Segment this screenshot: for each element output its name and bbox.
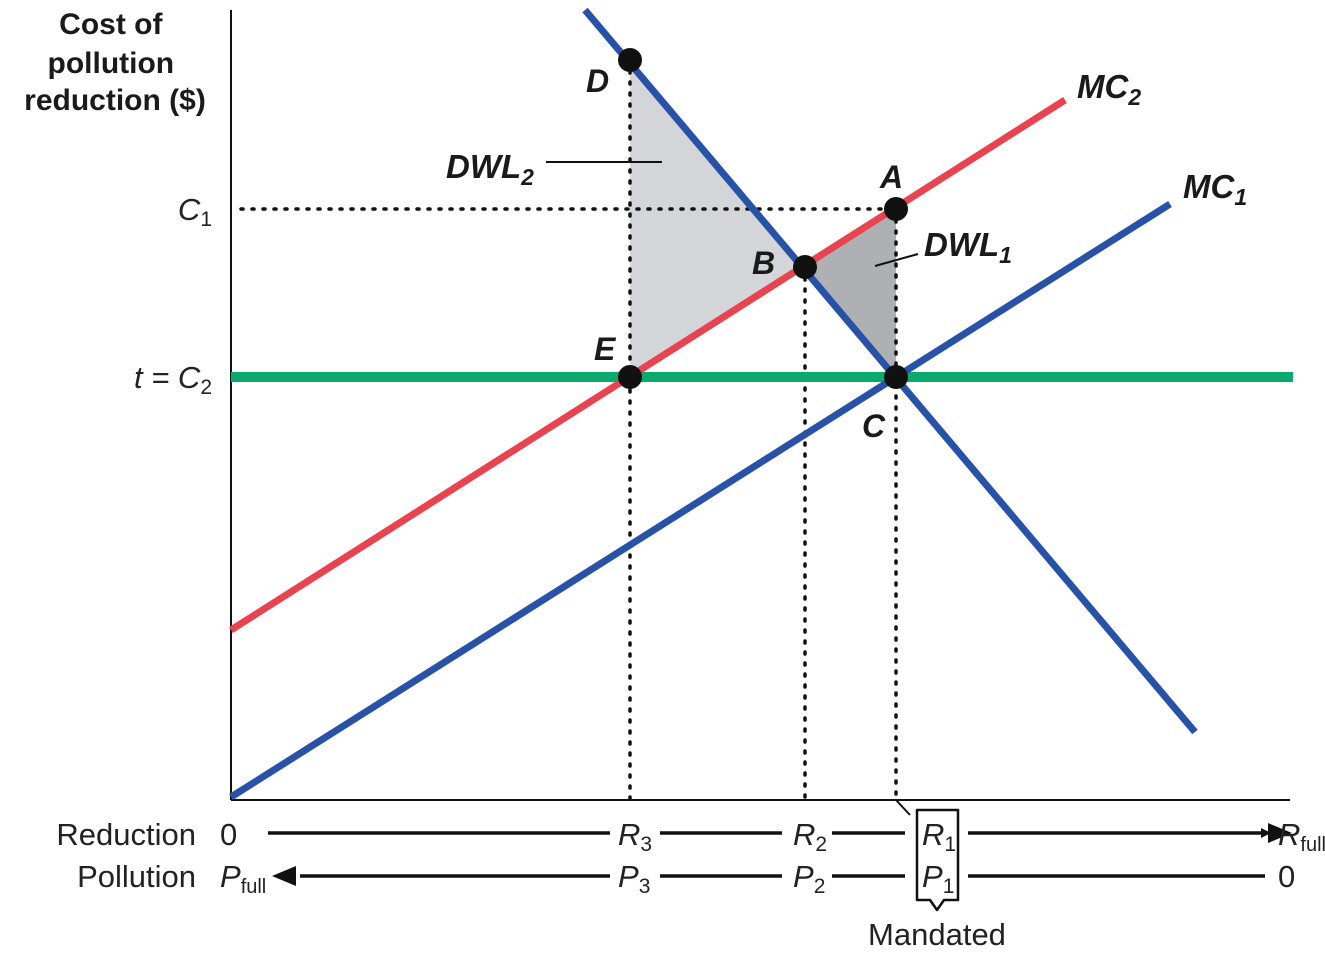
mandated-label: Mandated [868, 917, 1006, 952]
point-c-label: C [862, 408, 886, 444]
p3-tick-label: P3 [618, 859, 650, 898]
reduction-arrowhead [1268, 823, 1292, 843]
point-c-marker [884, 365, 908, 389]
point-d-marker [618, 48, 642, 72]
r1-tick-label: R1 [922, 817, 956, 856]
mc1-curve [229, 201, 1172, 800]
point-e-label: E [594, 331, 617, 367]
point-a-label: A [879, 159, 903, 195]
dwl1-region [805, 209, 896, 377]
mc1-label: MC1 [1183, 168, 1247, 210]
equilibrium-points [618, 48, 908, 389]
t-c2-tick-label: t = C2 [134, 360, 212, 399]
reduction-axis-label: Reduction [56, 817, 196, 852]
p2-tick-label: P2 [793, 859, 825, 898]
dwl1-label: DWL1 [924, 226, 1012, 268]
mc2-label: MC2 [1077, 68, 1141, 110]
r3-tick-label: R3 [618, 817, 652, 856]
mc2-curve [229, 97, 1067, 633]
r2-tick-label: R2 [793, 817, 827, 856]
y-axis-title: Cost of pollution reduction ($) [24, 8, 206, 117]
r-full-tick-label: Rfull [1278, 817, 1325, 856]
pollution-axis-label: Pollution [77, 859, 196, 894]
p-full-tick-label: Pfull [220, 859, 266, 898]
guide-lines [239, 58, 898, 802]
y-axis-title-line-3: reduction ($) [24, 84, 206, 117]
mandated-pointer-line [895, 799, 911, 816]
p1-tick-label: P1 [922, 859, 954, 898]
point-a-marker [884, 197, 908, 221]
y-axis-title-line-2: pollution [48, 47, 175, 80]
mandated-bracket [915, 808, 960, 912]
y-axis-title-line-1: Cost of [59, 8, 163, 41]
pollution-arrowhead [272, 866, 296, 886]
dwl1-leader-line [874, 253, 919, 267]
reduction-start-label: 0 [220, 817, 237, 852]
point-b-marker [793, 255, 817, 279]
point-b-label: B [752, 245, 775, 281]
dwl2-label: DWL2 [446, 148, 534, 190]
c1-tick-label: C1 [178, 192, 212, 231]
dwl2-region [630, 60, 805, 377]
point-e-marker [618, 365, 642, 389]
point-d-label: D [586, 63, 609, 99]
pollution-end-label: 0 [1278, 859, 1295, 894]
